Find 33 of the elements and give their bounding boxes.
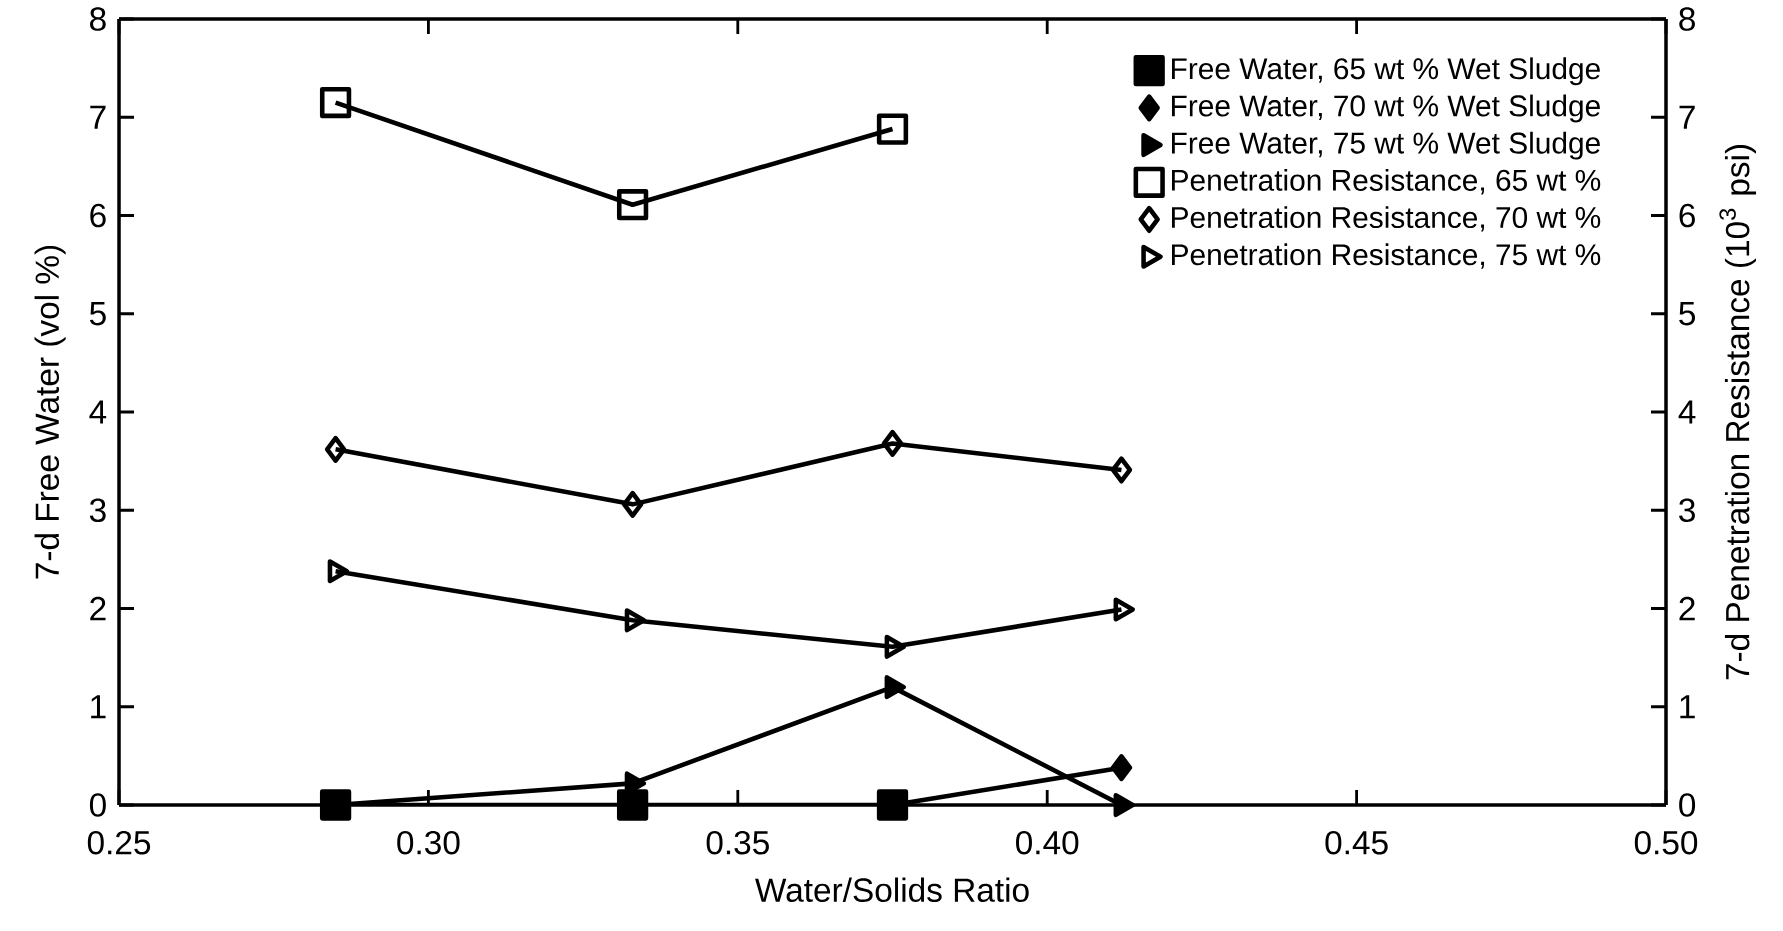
y2-tick-label: 5 xyxy=(1679,302,1696,326)
y-tick-label: 3 xyxy=(89,498,106,523)
legend-label: Free Water, 65 wt % Wet Sludge xyxy=(1172,57,1600,86)
y2-tick-label: 4 xyxy=(1678,400,1696,424)
y-tick-label: 4 xyxy=(89,400,107,424)
legend-label: Penetration Resistance, 70 wt % xyxy=(1172,206,1601,232)
y2-tick-label: 6 xyxy=(1679,203,1695,228)
x-tick-label: 0.45 xyxy=(1325,830,1388,855)
x-tick-label: 0.50 xyxy=(1634,830,1698,855)
y2-tick-label: 7 xyxy=(1679,105,1695,129)
y-tick-label: 8 xyxy=(90,7,106,31)
y2-tick-label: 3 xyxy=(1679,498,1695,523)
y-tick-label: 0 xyxy=(89,793,106,817)
x-tick-label: 0.35 xyxy=(706,830,769,855)
y-tick-label: 7 xyxy=(90,105,106,129)
legend-label: Penetration Resistance, 65 wt % xyxy=(1172,168,1601,195)
x-axis-title: Water/Solids Ratio xyxy=(755,877,1029,903)
legend-label: Free Water, 70 wt % Wet Sludge xyxy=(1172,94,1600,123)
legend-label: Penetration Resistance, 75 wt % xyxy=(1172,243,1601,269)
x-tick-label: 0.25 xyxy=(87,830,151,855)
y2-tick-label: 1 xyxy=(1680,695,1695,719)
legend-label: Free Water, 75 wt % Wet Sludge xyxy=(1172,131,1600,160)
y-tick-label: 6 xyxy=(90,203,106,228)
y2-tick-label: 8 xyxy=(1679,7,1695,31)
y2-tick-label: 0 xyxy=(1679,793,1696,817)
x-tick-label: 0.40 xyxy=(1016,830,1079,855)
x-tick-label: 0.30 xyxy=(397,830,460,855)
y-tick-label: 2 xyxy=(90,596,106,621)
y-tick-label: 1 xyxy=(91,695,106,719)
y-axis-title: 7-d Free Water (vol %) xyxy=(34,245,66,579)
y2-tick-label: 2 xyxy=(1679,596,1695,621)
y-tick-label: 5 xyxy=(89,302,106,326)
y2-axis-title: 7-d Penetration Resistance (10$^{3}$ psi) xyxy=(1719,145,1757,680)
